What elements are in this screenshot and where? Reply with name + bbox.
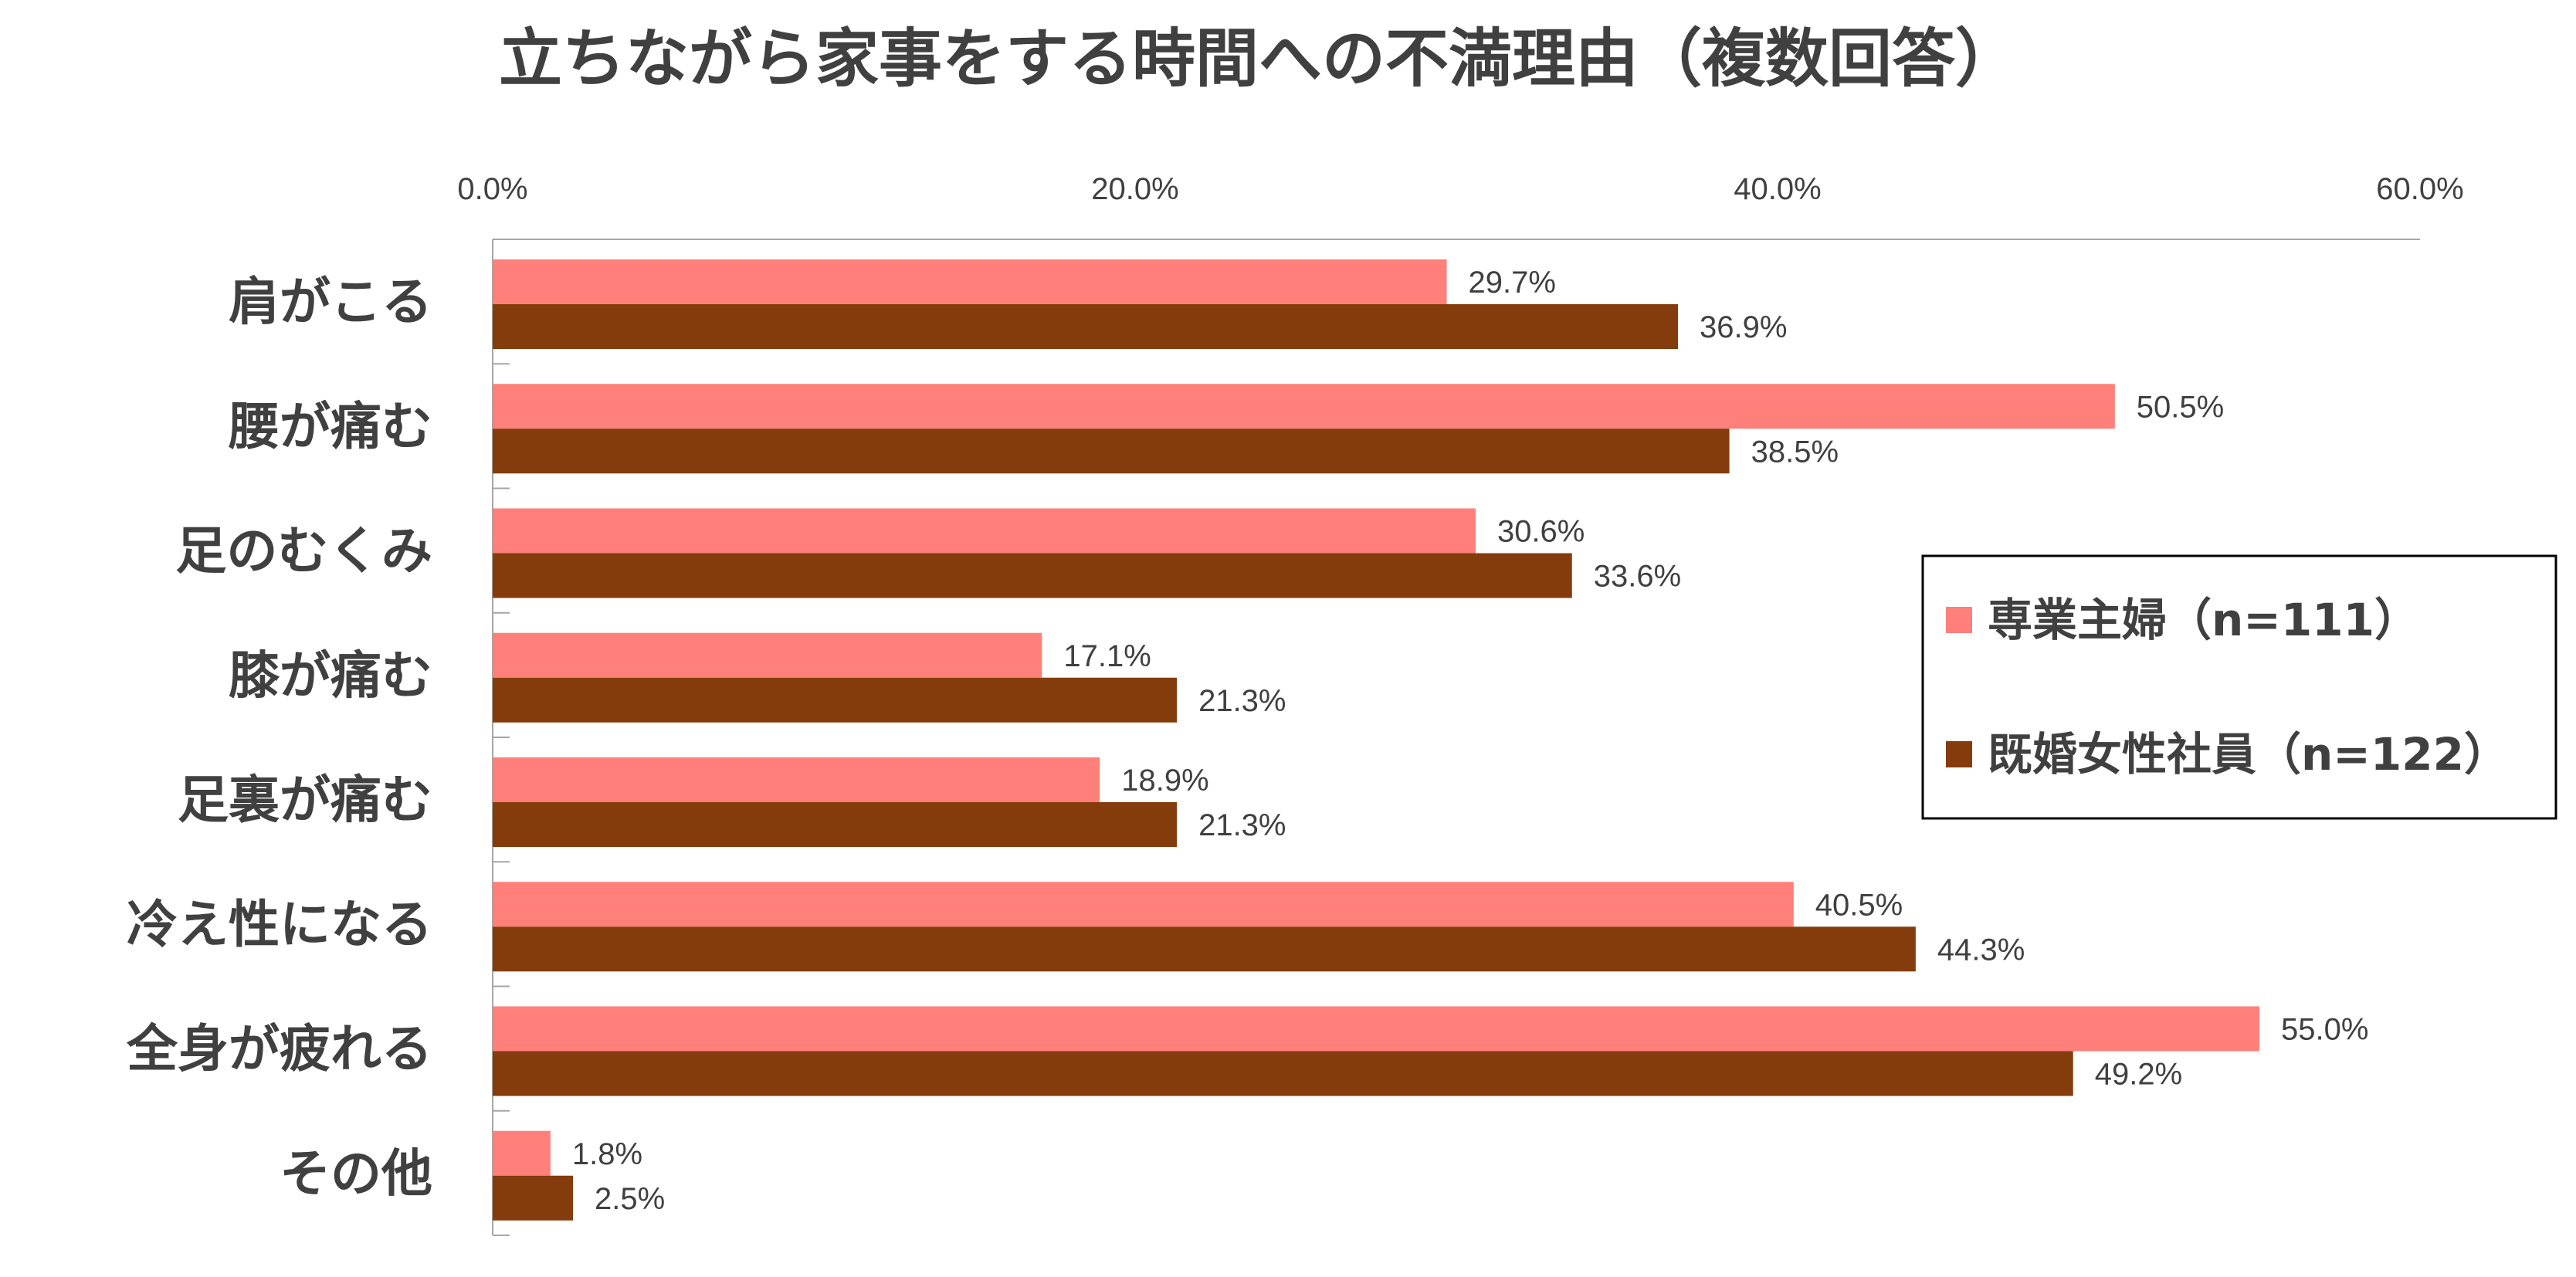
category-label: 冷え性になる: [127, 895, 432, 954]
x-tick-label: 40.0%: [1734, 172, 1821, 206]
bar-housewife: [493, 632, 1042, 678]
data-label: 29.7%: [1469, 266, 1556, 300]
data-label: 38.5%: [1751, 435, 1839, 469]
x-tick-label: 60.0%: [2376, 172, 2463, 206]
data-label: 2.5%: [595, 1182, 665, 1216]
chart-title: 立ちながら家事をする時間への不満理由（複数回答）: [499, 22, 2018, 96]
legend-box: [1921, 554, 2557, 820]
data-label: 44.3%: [1937, 933, 2025, 967]
legend-swatch-housewife: [1946, 607, 1972, 633]
legend: 専業主婦（n=111） 既婚女性社員（n=122）: [1921, 554, 2557, 820]
legend-swatch-employee: [1946, 741, 1972, 767]
category-label: 全身が疲れる: [126, 1019, 432, 1079]
bar-housewife: [493, 259, 1447, 304]
data-label: 33.6%: [1594, 560, 1681, 594]
data-label: 18.9%: [1121, 764, 1208, 798]
category-label: 膝が痛む: [229, 645, 432, 705]
bar-employee: [493, 1051, 2073, 1096]
bar-employee: [493, 802, 1178, 847]
data-label: 55.0%: [2281, 1013, 2368, 1047]
data-label: 36.9%: [1700, 310, 1787, 344]
bar-employee: [493, 428, 1730, 474]
data-label: 50.5%: [2137, 390, 2224, 424]
category-label: 腰が痛む: [229, 397, 432, 456]
data-label: 30.6%: [1497, 515, 1585, 549]
bar-employee: [493, 1175, 573, 1221]
category-label: 足裏が痛む: [178, 771, 432, 830]
bar-employee: [493, 553, 1572, 598]
x-tick-label: 0.0%: [457, 172, 527, 206]
data-label: 40.5%: [1815, 888, 1903, 922]
category-label: 肩がこる: [229, 273, 432, 332]
legend-label-housewife: 専業主婦（n=111）: [1988, 594, 2419, 646]
category-label: その他: [280, 1143, 432, 1203]
bar-housewife: [493, 1130, 551, 1176]
data-label: 49.2%: [2095, 1058, 2182, 1092]
bar-employee: [493, 926, 1916, 972]
category-label: 足のむくみ: [175, 521, 432, 581]
legend-label-employee: 既婚女性社員（n=122）: [1988, 728, 2509, 781]
data-label: 21.3%: [1198, 684, 1286, 718]
bar-housewife: [493, 508, 1476, 554]
x-tick-label: 20.0%: [1091, 172, 1178, 206]
data-label: 17.1%: [1063, 639, 1151, 673]
bar-housewife: [493, 882, 1794, 927]
data-label: 21.3%: [1198, 808, 1286, 842]
bar-housewife: [493, 384, 2115, 429]
bar-employee: [493, 304, 1679, 349]
bar-housewife: [493, 1006, 2259, 1052]
bar-housewife: [493, 757, 1100, 802]
data-label: 1.8%: [572, 1137, 642, 1171]
bar-employee: [493, 677, 1178, 723]
